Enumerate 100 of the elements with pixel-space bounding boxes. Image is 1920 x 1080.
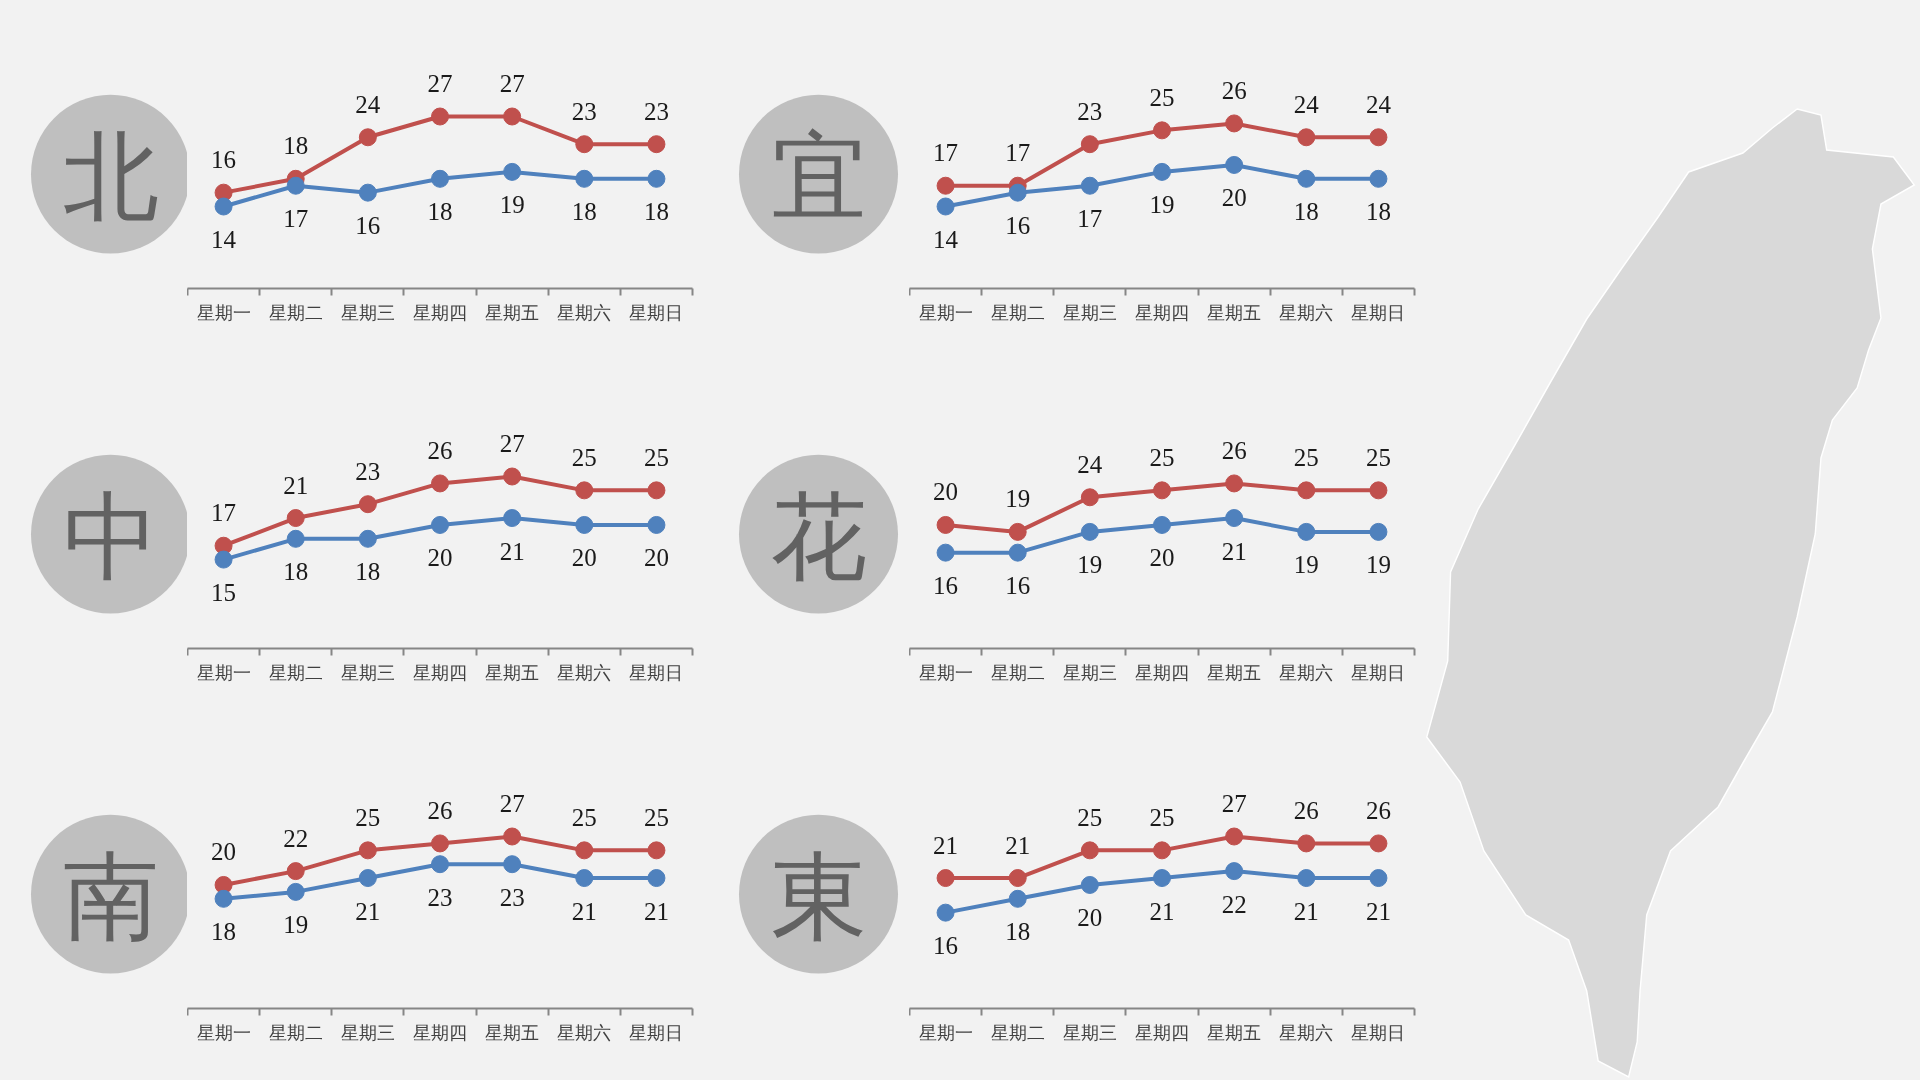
point (1225, 474, 1244, 493)
data-label: 19 (1077, 551, 1103, 579)
point (214, 889, 233, 908)
point (1080, 135, 1099, 154)
point (503, 509, 522, 528)
point (1080, 488, 1099, 507)
data-label: 27 (499, 70, 525, 97)
data-label: 25 (643, 443, 669, 471)
point (1369, 169, 1388, 188)
data-label: 27 (1221, 790, 1247, 817)
point (1297, 128, 1316, 147)
point (1153, 162, 1171, 181)
point (575, 135, 594, 154)
data-label: 27 (499, 430, 525, 457)
point (1369, 128, 1388, 147)
point (1225, 827, 1244, 846)
data-label: 21 (571, 897, 597, 925)
point (936, 197, 955, 216)
x-tick-label: 星期六 (1279, 1022, 1334, 1043)
data-label: 25 (1077, 803, 1103, 831)
data-label: 26 (427, 796, 453, 824)
point (1369, 834, 1388, 853)
data-label: 25 (1149, 443, 1175, 471)
data-label: 17 (933, 139, 959, 167)
data-label: 21 (283, 471, 309, 499)
point (575, 169, 594, 188)
chart-title: 花 (770, 480, 867, 593)
data-label: 20 (1221, 184, 1247, 212)
data-label: 26 (1293, 796, 1319, 824)
data-label: 25 (1149, 803, 1175, 831)
data-label: 25 (1293, 443, 1319, 471)
data-label: 21 (1221, 537, 1247, 565)
point (936, 903, 955, 922)
point (286, 176, 305, 195)
point (1225, 114, 1244, 133)
data-label: 26 (427, 436, 453, 464)
x-tick-label: 星期四 (1135, 302, 1189, 323)
x-tick-label: 星期五 (485, 1022, 540, 1043)
data-label: 19 (283, 911, 309, 939)
data-label: 20 (1077, 904, 1103, 932)
data-label: 20 (211, 838, 237, 866)
point (358, 529, 377, 548)
point (647, 481, 666, 500)
x-tick-label: 星期六 (557, 662, 612, 683)
x-tick-label: 星期三 (340, 302, 395, 323)
point (936, 869, 955, 888)
data-label: 18 (643, 198, 669, 226)
x-tick-label: 星期六 (557, 302, 612, 323)
x-tick-label: 星期二 (990, 662, 1045, 683)
point (647, 841, 666, 860)
data-label: 16 (933, 572, 959, 600)
data-label: 16 (355, 212, 381, 240)
data-label: 21 (1293, 897, 1319, 925)
point (503, 162, 522, 181)
data-label: 17 (283, 205, 309, 233)
point (1297, 522, 1316, 541)
point (503, 855, 522, 874)
data-label: 21 (355, 897, 381, 925)
data-label: 24 (1293, 90, 1320, 118)
data-label: 15 (211, 579, 237, 607)
x-tick-label: 星期二 (268, 302, 323, 323)
x-tick-label: 星期一 (918, 1022, 973, 1043)
point (1008, 183, 1027, 202)
data-label: 21 (1365, 897, 1391, 925)
data-label: 19 (1005, 485, 1031, 513)
data-label: 23 (1077, 97, 1103, 125)
x-tick-label: 星期三 (340, 1022, 395, 1043)
point (431, 855, 449, 874)
x-tick-label: 星期一 (918, 662, 973, 683)
data-label: 21 (499, 537, 525, 565)
data-label: 21 (643, 897, 669, 925)
x-tick-label: 星期日 (629, 1022, 684, 1043)
point (503, 107, 522, 126)
point (1008, 889, 1027, 908)
data-label: 16 (211, 146, 237, 174)
point (1080, 522, 1099, 541)
point (936, 515, 955, 534)
data-label: 17 (1077, 205, 1103, 233)
point (503, 467, 522, 486)
data-label: 20 (427, 544, 453, 572)
point (1225, 509, 1244, 528)
data-label: 14 (211, 226, 237, 253)
chart-title: 宜 (770, 120, 867, 233)
data-label: 21 (933, 831, 959, 859)
point (214, 197, 233, 216)
x-tick-label: 星期五 (1207, 1022, 1262, 1043)
data-label: 18 (211, 918, 237, 946)
x-tick-label: 星期日 (629, 302, 684, 323)
point (575, 515, 594, 534)
data-label: 23 (499, 883, 525, 911)
data-label: 23 (571, 97, 597, 125)
data-label: 16 (1005, 572, 1031, 600)
data-label: 24 (355, 90, 381, 118)
data-label: 24 (1365, 90, 1392, 118)
x-tick-label: 星期日 (1351, 662, 1406, 683)
point (431, 474, 449, 493)
data-label: 19 (1149, 191, 1175, 219)
x-tick-label: 星期二 (268, 662, 323, 683)
data-label: 24 (1077, 450, 1103, 478)
x-tick-label: 星期二 (990, 1022, 1045, 1043)
